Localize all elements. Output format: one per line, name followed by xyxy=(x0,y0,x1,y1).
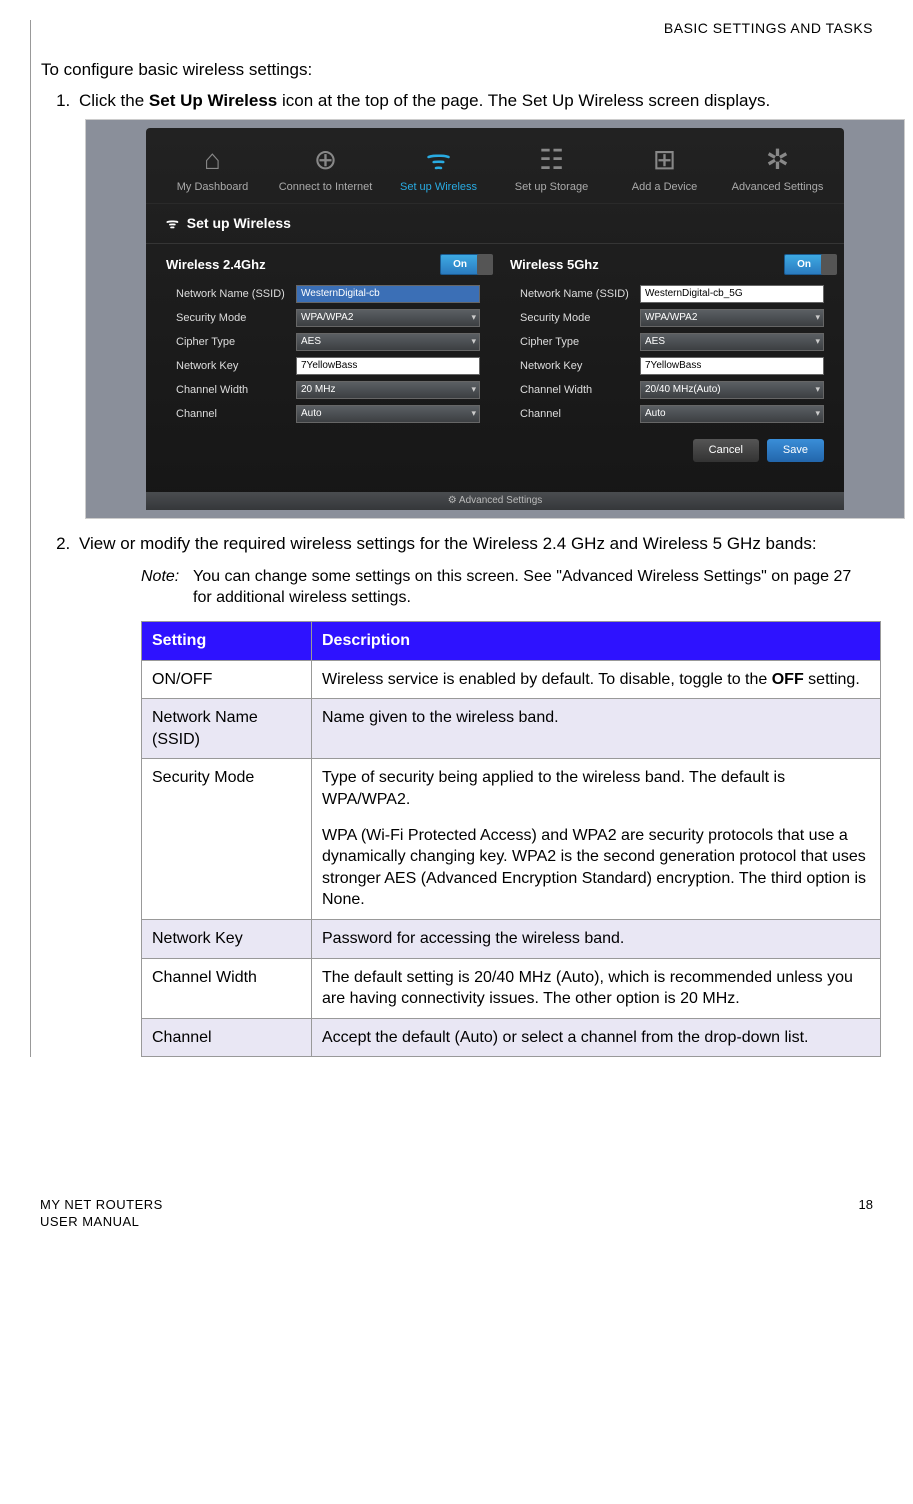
cell-setting: Channel xyxy=(142,1018,312,1057)
save-button[interactable]: Save xyxy=(767,439,824,462)
page-number: 18 xyxy=(859,1197,873,1231)
note-text: You can change some settings on this scr… xyxy=(193,566,873,609)
th-description: Description xyxy=(312,622,881,661)
th-setting: Setting xyxy=(142,622,312,661)
wifi-icon: ᯤ xyxy=(166,214,179,233)
nav-add-device[interactable]: ⊞ Add a Device xyxy=(615,146,715,195)
table-row: Network Key Password for accessing the w… xyxy=(142,920,881,959)
ch-label: Channel xyxy=(166,407,296,422)
step1-post: icon at the top of the page. The Set Up … xyxy=(277,91,770,110)
col-title-24: Wireless 2.4Ghz xyxy=(166,256,266,274)
cipher-label: Cipher Type xyxy=(510,335,640,350)
home-icon: ⌂ xyxy=(163,146,263,174)
step-1: Click the Set Up Wireless icon at the to… xyxy=(75,90,873,519)
step-2: View or modify the required wireless set… xyxy=(75,533,873,1057)
step1-pre: Click the xyxy=(79,91,149,110)
section-title-text: Set up Wireless xyxy=(187,214,291,233)
section-header: BASIC SETTINGS AND TASKS xyxy=(41,20,873,46)
cell-setting: Network Name (SSID) xyxy=(142,699,312,759)
table-row: Security Mode Type of security being app… xyxy=(142,759,881,920)
nav-label: Set up Wireless xyxy=(389,180,489,195)
cell-setting: Network Key xyxy=(142,920,312,959)
nav-label: Add a Device xyxy=(615,180,715,195)
ssid-input-5[interactable]: WesternDigital-cb_5G xyxy=(640,285,824,303)
cell-desc: Password for accessing the wireless band… xyxy=(312,920,881,959)
cell-desc: Name given to the wireless band. xyxy=(312,699,881,759)
table-row: Network Name (SSID) Name given to the wi… xyxy=(142,699,881,759)
page-footer: MY NET ROUTERS USER MANUAL 18 xyxy=(30,1197,873,1231)
nav-label: Advanced Settings xyxy=(728,180,828,195)
device-icon: ⊞ xyxy=(615,146,715,174)
nav-connect-internet[interactable]: ⊕ Connect to Internet xyxy=(276,146,376,195)
advanced-settings-bar[interactable]: ⚙ Advanced Settings xyxy=(146,492,844,510)
col-5ghz: Wireless 5Ghz On Network Name (SSID)West… xyxy=(510,254,824,430)
cipher-select-24[interactable]: AES xyxy=(296,333,480,351)
cw-label: Channel Width xyxy=(166,383,296,398)
nav-advanced-settings[interactable]: ✲ Advanced Settings xyxy=(728,146,828,195)
col-title-5: Wireless 5Ghz xyxy=(510,256,599,274)
key-label: Network Key xyxy=(166,359,296,374)
footer-line1: MY NET ROUTERS xyxy=(40,1197,163,1214)
cell-desc: Type of security being applied to the wi… xyxy=(312,759,881,920)
cw-select-5[interactable]: 20/40 MHz(Auto) xyxy=(640,381,824,399)
desc-pre: Wireless service is enabled by default. … xyxy=(322,671,772,688)
cancel-button[interactable]: Cancel xyxy=(693,439,759,462)
nav-label: Connect to Internet xyxy=(276,180,376,195)
cell-setting: Channel Width xyxy=(142,958,312,1018)
storage-icon: ☷ xyxy=(502,146,602,174)
key-input-5[interactable]: 7YellowBass xyxy=(640,357,824,375)
step1-bold: Set Up Wireless xyxy=(149,91,277,110)
key-input-24[interactable]: 7YellowBass xyxy=(296,357,480,375)
toggle-24ghz[interactable]: On xyxy=(440,254,480,276)
cipher-select-5[interactable]: AES xyxy=(640,333,824,351)
note-block: Note: You can change some settings on th… xyxy=(141,566,873,609)
cw-select-24[interactable]: 20 MHz xyxy=(296,381,480,399)
desc-post: setting. xyxy=(804,671,860,688)
cipher-label: Cipher Type xyxy=(166,335,296,350)
nav-setup-wireless[interactable]: ᯤ Set up Wireless xyxy=(389,146,489,195)
router-ui-screenshot: ⌂ My Dashboard ⊕ Connect to Internet ᯤ Set … xyxy=(85,119,905,519)
intro-text: To configure basic wireless settings: xyxy=(41,60,873,80)
security-select-5[interactable]: WPA/WPA2 xyxy=(640,309,824,327)
cell-setting: Security Mode xyxy=(142,759,312,920)
ui-section-title: ᯤ Set up Wireless xyxy=(146,204,844,244)
desc-bold: OFF xyxy=(772,671,804,688)
ch-select-24[interactable]: Auto xyxy=(296,405,480,423)
ch-label: Channel xyxy=(510,407,640,422)
globe-icon: ⊕ xyxy=(276,146,376,174)
nav-my-dashboard[interactable]: ⌂ My Dashboard xyxy=(163,146,263,195)
cell-desc: Accept the default (Auto) or select a ch… xyxy=(312,1018,881,1057)
desc-p1: Type of security being applied to the wi… xyxy=(322,767,870,810)
cw-label: Channel Width xyxy=(510,383,640,398)
sec-label: Security Mode xyxy=(166,311,296,326)
cell-desc: The default setting is 20/40 MHz (Auto),… xyxy=(312,958,881,1018)
desc-p2: WPA (Wi-Fi Protected Access) and WPA2 ar… xyxy=(322,825,870,911)
ssid-label: Network Name (SSID) xyxy=(166,287,296,302)
table-row: Channel Accept the default (Auto) or sel… xyxy=(142,1018,881,1057)
footer-line2: USER MANUAL xyxy=(40,1214,163,1231)
sec-label: Security Mode xyxy=(510,311,640,326)
gear-icon: ✲ xyxy=(728,146,828,174)
note-label: Note: xyxy=(141,566,193,609)
ch-select-5[interactable]: Auto xyxy=(640,405,824,423)
key-label: Network Key xyxy=(510,359,640,374)
table-row: Channel Width The default setting is 20/… xyxy=(142,958,881,1018)
wifi-icon: ᯤ xyxy=(389,146,489,174)
ssid-input-24[interactable]: WesternDigital-cb xyxy=(296,285,480,303)
col-2-4ghz: Wireless 2.4Ghz On Network Name (SSID)We… xyxy=(166,254,480,430)
cell-setting: ON/OFF xyxy=(142,660,312,699)
nav-setup-storage[interactable]: ☷ Set up Storage xyxy=(502,146,602,195)
cell-desc: Wireless service is enabled by default. … xyxy=(312,660,881,699)
nav-label: Set up Storage xyxy=(502,180,602,195)
ssid-label: Network Name (SSID) xyxy=(510,287,640,302)
settings-table: Setting Description ON/OFF Wireless serv… xyxy=(141,621,881,1057)
toggle-5ghz[interactable]: On xyxy=(784,254,824,276)
security-select-24[interactable]: WPA/WPA2 xyxy=(296,309,480,327)
step2-text: View or modify the required wireless set… xyxy=(75,534,817,553)
ui-top-nav: ⌂ My Dashboard ⊕ Connect to Internet ᯤ Set … xyxy=(146,128,844,204)
nav-label: My Dashboard xyxy=(163,180,263,195)
table-row: ON/OFF Wireless service is enabled by de… xyxy=(142,660,881,699)
